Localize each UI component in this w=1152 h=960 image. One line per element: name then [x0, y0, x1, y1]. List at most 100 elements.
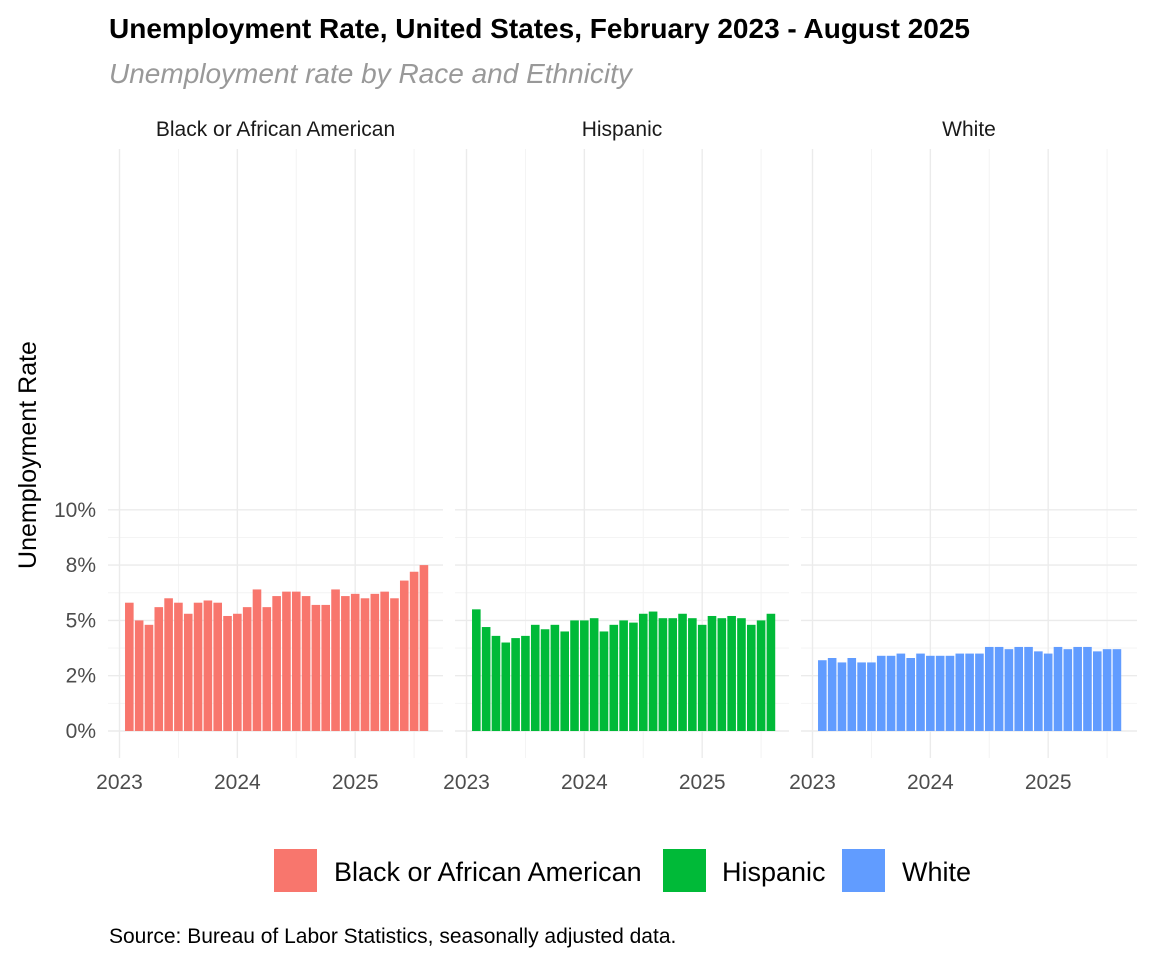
bar-hispanic-2023-10 — [550, 624, 560, 731]
bar-black-or-african-american-2023-07 — [174, 602, 183, 731]
legend-key — [274, 849, 317, 892]
bar-white-2024-10 — [1014, 646, 1024, 731]
bar-hispanic-2023-06 — [511, 638, 520, 731]
bar-black-or-african-american-2025-07 — [409, 571, 419, 731]
bar-hispanic-2025-03 — [717, 618, 727, 731]
bar-white-2023-11 — [906, 658, 915, 731]
y-tick-label: 8% — [66, 554, 96, 577]
y-tick-label: 2% — [66, 665, 96, 688]
x-tick-label: 2025 — [1025, 771, 1072, 794]
bar-white-2025-02 — [1053, 646, 1063, 731]
bar-white-2025-06 — [1092, 651, 1102, 731]
chart-subtitle: Unemployment rate by Race and Ethnicity — [109, 58, 634, 89]
facet-hispanic: Hispanic 2023 2024 2025 — [443, 118, 789, 794]
y-tick-label: 5% — [66, 609, 96, 632]
bar-white-2023-05 — [847, 658, 857, 731]
bar-white-2024-07 — [984, 646, 994, 731]
bar-hispanic-2023-08 — [530, 624, 540, 731]
facet-white: White 2023 2024 2025 — [789, 118, 1137, 794]
bar-hispanic-2024-07 — [638, 613, 648, 731]
bar-hispanic-2024-03 — [599, 631, 609, 731]
bar-black-or-african-american-2023-03 — [134, 620, 144, 731]
bar-black-or-african-american-2023-06 — [164, 598, 173, 731]
bar-hispanic-2025-06 — [746, 624, 756, 731]
bar-black-or-african-american-2024-02 — [242, 607, 252, 731]
y-tick-label: 10% — [54, 499, 96, 522]
bar-white-2023-04 — [837, 662, 847, 731]
x-tick-label: 2025 — [332, 771, 379, 794]
bar-white-2025-05 — [1083, 646, 1092, 731]
bar-black-or-african-american-2024-04 — [262, 607, 272, 731]
facet-strip-label: White — [942, 118, 996, 141]
bar-hispanic-2024-11 — [678, 613, 687, 731]
bar-black-or-african-american-2025-01 — [350, 593, 360, 731]
bar-hispanic-2024-10 — [668, 618, 678, 731]
bar-white-2023-08 — [876, 655, 886, 731]
x-tick-label: 2024 — [907, 771, 954, 794]
bar-hispanic-2023-04 — [491, 635, 501, 731]
bar-white-2024-11 — [1024, 646, 1033, 731]
bar-hispanic-2024-09 — [658, 618, 668, 731]
bar-black-or-african-american-2023-05 — [154, 607, 164, 731]
bar-white-2023-06 — [857, 662, 866, 731]
bar-black-or-african-american-2025-04 — [380, 591, 389, 731]
bar-black-or-african-american-2024-05 — [272, 596, 281, 731]
bar-white-2024-05 — [965, 653, 974, 731]
legend-label: Hispanic — [722, 857, 826, 887]
bar-hispanic-2024-12 — [688, 618, 697, 731]
bar-black-or-african-american-2024-01 — [233, 613, 242, 731]
bar-white-2025-01 — [1043, 653, 1053, 731]
bar-black-or-african-american-2024-12 — [341, 596, 350, 731]
bar-white-2024-03 — [945, 655, 955, 731]
bar-black-or-african-american-2025-03 — [370, 593, 380, 731]
bar-white-2025-08 — [1112, 649, 1122, 731]
legend-key — [663, 849, 706, 892]
bar-black-or-african-american-2023-11 — [213, 602, 222, 731]
bar-hispanic-2023-05 — [501, 642, 511, 731]
bar-white-2024-06 — [975, 653, 984, 731]
bar-hispanic-2023-11 — [560, 631, 569, 731]
legend-item-black-or-african-american: Black or African American — [274, 849, 642, 892]
bar-hispanic-2025-05 — [737, 618, 746, 731]
x-tick-label: 2023 — [443, 771, 490, 794]
bar-white-2024-02 — [935, 655, 945, 731]
bar-hispanic-2025-02 — [707, 615, 717, 731]
bar-white-2023-09 — [886, 655, 896, 731]
bar-hispanic-2024-04 — [609, 624, 619, 731]
bar-white-2023-12 — [916, 653, 925, 731]
x-tick-label: 2023 — [96, 771, 143, 794]
x-tick-label: 2024 — [561, 771, 608, 794]
bar-white-2024-04 — [955, 653, 965, 731]
bar-hispanic-2024-06 — [629, 622, 638, 731]
bar-white-2023-03 — [827, 658, 837, 731]
bar-black-or-african-american-2023-02 — [125, 602, 134, 731]
y-axis-ticks: 0% 2% 5% 8% 10% — [54, 499, 96, 743]
bar-black-or-african-american-2024-10 — [321, 604, 331, 731]
legend-key — [842, 849, 885, 892]
bar-hispanic-2023-09 — [540, 629, 550, 731]
bar-black-or-african-american-2024-07 — [291, 591, 301, 731]
legend-item-white: White — [842, 849, 971, 892]
bar-white-2023-02 — [818, 660, 827, 731]
bar-black-or-african-american-2023-12 — [223, 615, 232, 731]
bar-hispanic-2024-02 — [589, 618, 599, 731]
x-tick-label: 2023 — [789, 771, 836, 794]
bar-hispanic-2024-05 — [619, 620, 628, 731]
facet-black-or-african-american: Black or African American 2023 2024 2025 — [96, 118, 443, 794]
legend: Black or African American Hispanic White — [274, 849, 971, 892]
bar-white-2023-07 — [867, 662, 876, 731]
bar-hispanic-2025-04 — [727, 615, 736, 731]
bar-hispanic-2024-01 — [580, 620, 589, 731]
legend-item-hispanic: Hispanic — [663, 849, 826, 892]
bar-hispanic-2023-07 — [521, 635, 530, 731]
bar-black-or-african-american-2024-08 — [301, 596, 311, 731]
bar-hispanic-2023-02 — [472, 609, 481, 731]
facet-strip-label: Hispanic — [582, 118, 663, 141]
bar-hispanic-2023-03 — [481, 627, 491, 731]
bar-black-or-african-american-2025-08 — [419, 565, 429, 731]
legend-label: White — [902, 857, 971, 887]
bar-hispanic-2023-12 — [570, 620, 579, 731]
chart-caption: Source: Bureau of Labor Statistics, seas… — [109, 925, 676, 948]
bar-black-or-african-american-2024-06 — [282, 591, 291, 731]
